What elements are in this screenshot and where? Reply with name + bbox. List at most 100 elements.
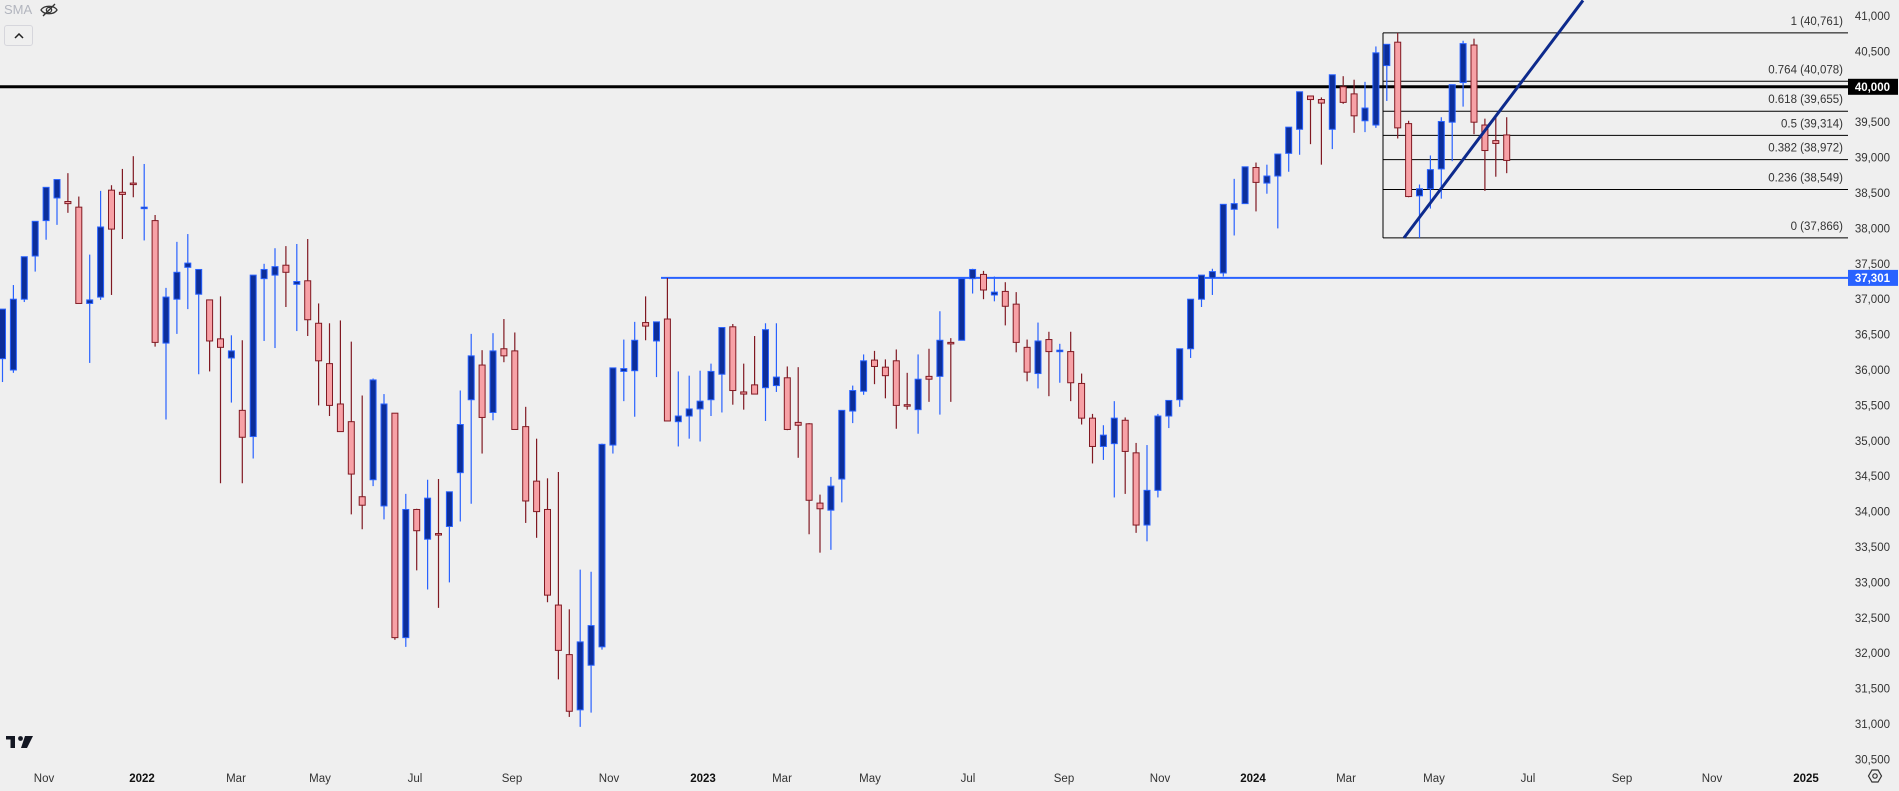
candle-down[interactable] — [522, 406, 530, 523]
candle-down[interactable] — [1045, 331, 1053, 397]
candle-down[interactable] — [282, 246, 290, 307]
eye-crossed-icon[interactable] — [40, 3, 58, 17]
candle-down[interactable] — [903, 372, 911, 410]
candle-up[interactable] — [162, 287, 170, 420]
candle-down[interactable] — [794, 367, 802, 458]
candle-down[interactable] — [64, 173, 72, 213]
candle-down[interactable] — [315, 303, 323, 406]
candle-down[interactable] — [1012, 292, 1020, 353]
candle-down[interactable] — [1001, 282, 1009, 326]
candle-up[interactable] — [1208, 268, 1216, 295]
candle-up[interactable] — [140, 163, 148, 241]
candle-up[interactable] — [1263, 164, 1271, 194]
candle-up[interactable] — [914, 354, 922, 434]
candle-up[interactable] — [653, 321, 660, 378]
candle-down[interactable] — [1470, 38, 1478, 135]
candle-up[interactable] — [598, 443, 606, 650]
candle-down[interactable] — [1121, 417, 1129, 494]
candle-down[interactable] — [435, 479, 442, 608]
candle-down[interactable] — [740, 363, 748, 410]
candle-down[interactable] — [1350, 79, 1358, 133]
candle-up[interactable] — [1448, 84, 1456, 162]
candle-down[interactable] — [1089, 413, 1096, 464]
candle-up[interactable] — [1176, 348, 1184, 407]
candle-down[interactable] — [816, 494, 824, 553]
candle-up[interactable] — [1219, 203, 1227, 277]
candle-up[interactable] — [674, 371, 682, 447]
candle-up[interactable] — [402, 493, 410, 647]
candle-up[interactable] — [1034, 322, 1042, 389]
candle-up[interactable] — [86, 254, 94, 363]
candle-down[interactable] — [871, 350, 878, 385]
candle-up[interactable] — [1110, 401, 1118, 498]
candle-down[interactable] — [304, 239, 312, 337]
candle-up[interactable] — [576, 569, 584, 727]
candle-up[interactable] — [1143, 445, 1151, 542]
candle-up[interactable] — [969, 268, 977, 294]
candle-down[interactable] — [980, 270, 987, 300]
candle-up[interactable] — [227, 335, 235, 403]
candle-down[interactable] — [925, 348, 933, 402]
candle-down[interactable] — [358, 395, 366, 530]
candle-up[interactable] — [1198, 274, 1205, 307]
candle-up[interactable] — [31, 220, 39, 272]
candle-up[interactable] — [696, 370, 704, 442]
candle-down[interactable] — [881, 359, 889, 399]
candle-down[interactable] — [1067, 331, 1075, 402]
candle-up[interactable] — [1241, 166, 1249, 205]
candle-down[interactable] — [326, 323, 333, 417]
candle-down[interactable] — [217, 296, 224, 484]
candle-down[interactable] — [206, 299, 214, 372]
candle-down[interactable] — [75, 196, 83, 304]
candle-up[interactable] — [631, 321, 639, 417]
candle-up[interactable] — [620, 339, 628, 402]
time-axis[interactable]: Nov 2022 Mar May Jul Sep Nov 2023 Mar May Jul Sep No… — [34, 773, 1820, 785]
candle-up[interactable] — [445, 491, 453, 583]
candle-up[interactable] — [1296, 91, 1304, 155]
candle-up[interactable] — [173, 241, 181, 334]
candle-up[interactable] — [609, 367, 617, 454]
candle-up[interactable] — [1383, 43, 1391, 101]
candle-down[interactable] — [129, 156, 137, 198]
candle-up[interactable] — [271, 248, 279, 349]
fibonacci-retracement[interactable]: 1 (40,761) 0.764 (40,078) 0.618 (39,655) 0.… — [1382, 16, 1848, 239]
candle-up[interactable] — [20, 256, 28, 303]
candle-up[interactable] — [1437, 117, 1445, 199]
candle-up[interactable] — [489, 333, 497, 421]
candle-down[interactable] — [238, 340, 246, 484]
candle-up[interactable] — [1426, 155, 1434, 209]
candle-up[interactable] — [762, 323, 769, 421]
candle-up[interactable] — [97, 190, 105, 300]
candle-up[interactable] — [380, 394, 388, 520]
candle-up[interactable] — [849, 385, 857, 424]
candle-up[interactable] — [184, 234, 192, 310]
candle-down[interactable] — [347, 341, 355, 515]
candle-up[interactable] — [936, 311, 944, 415]
candle-up[interactable] — [990, 276, 998, 302]
candle-down[interactable] — [533, 438, 541, 538]
chart-settings-button[interactable] — [1867, 768, 1883, 784]
candle-up[interactable] — [958, 278, 966, 341]
candle-down[interactable] — [729, 323, 737, 405]
candle-up[interactable] — [772, 323, 780, 392]
candle-up[interactable] — [1285, 126, 1293, 172]
candle-up[interactable] — [1372, 46, 1380, 128]
candle-down[interactable] — [1405, 120, 1413, 198]
candle-down[interactable] — [751, 336, 759, 395]
candle-up[interactable] — [1361, 81, 1369, 133]
candle-up[interactable] — [424, 479, 432, 590]
candle-down[interactable] — [783, 366, 791, 431]
candle-down[interactable] — [642, 296, 650, 341]
candle-up[interactable] — [1416, 184, 1423, 238]
collapse-legend-button[interactable] — [4, 25, 33, 46]
candle-up[interactable] — [467, 333, 475, 504]
candle-up[interactable] — [1187, 298, 1195, 358]
candle-up[interactable] — [860, 354, 868, 395]
candle-up[interactable] — [718, 327, 726, 413]
candle-up[interactable] — [1056, 343, 1064, 383]
candle-up[interactable] — [9, 285, 17, 373]
candle-down[interactable] — [151, 214, 159, 347]
candle-down[interactable] — [892, 349, 900, 429]
candle-down[interactable] — [336, 320, 344, 433]
